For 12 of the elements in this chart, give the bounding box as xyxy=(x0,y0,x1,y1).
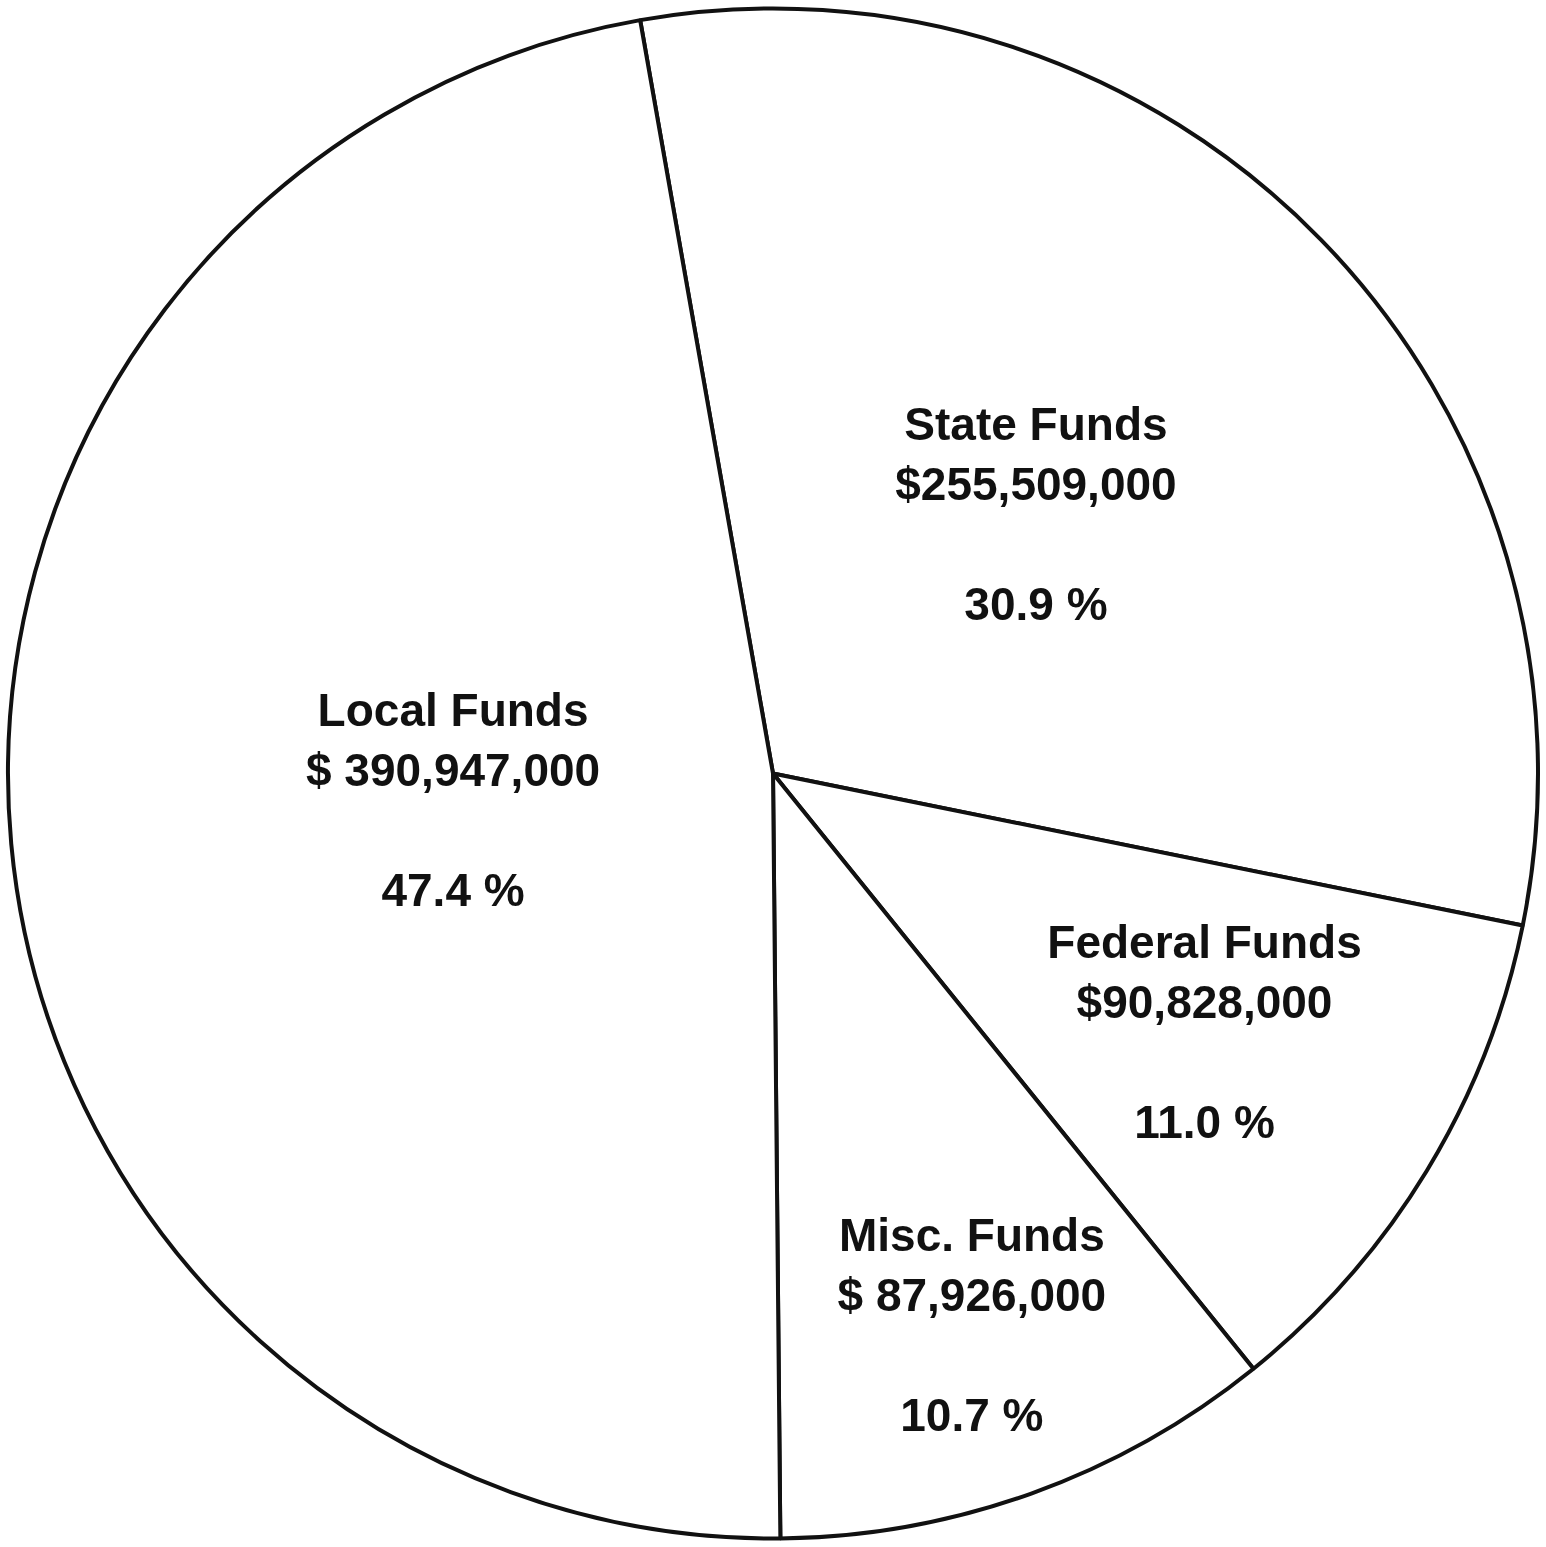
data-label: $255,509,000 xyxy=(895,457,1177,510)
data-label: $90,828,000 xyxy=(1076,976,1333,1029)
text: 11.0 % xyxy=(1134,1096,1275,1149)
slice-label: Local Funds xyxy=(317,683,589,736)
slice-label: Federal Funds xyxy=(1047,916,1362,969)
data-label: $ 390,947,000 xyxy=(305,743,601,796)
slice-label: Misc. Funds xyxy=(838,1208,1105,1261)
text: 47.4 % xyxy=(381,863,525,916)
text: 10.7 % xyxy=(900,1388,1044,1441)
slice-label: State Funds xyxy=(904,397,1168,450)
data-label: $ 87,926,000 xyxy=(837,1268,1107,1321)
text: 30.9 % xyxy=(964,577,1108,630)
